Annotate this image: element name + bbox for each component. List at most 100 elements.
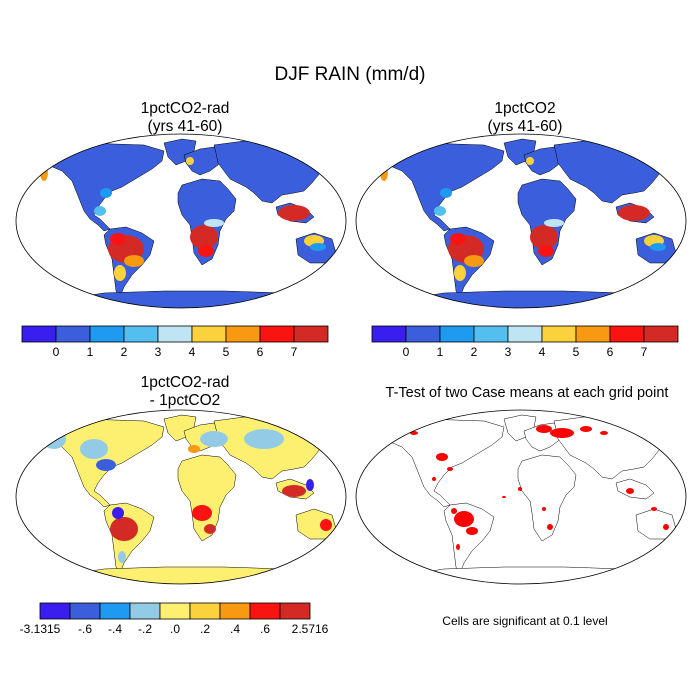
colorbar-swatch (643, 325, 679, 343)
rain-se-us (440, 188, 452, 198)
colorbar-tick-label: 0 (53, 345, 60, 359)
significant-cell (410, 431, 418, 435)
colorbar-swatch (159, 602, 191, 620)
significant-cell (466, 527, 478, 535)
land-europe (183, 146, 225, 176)
colorbar-tick-label: .4 (230, 622, 240, 636)
colorbar-swatch (55, 325, 91, 343)
colorbar-swatch (123, 325, 159, 343)
colorbar-swatch (259, 325, 295, 343)
diff-north-sa (112, 507, 124, 519)
colorbar-swatch (439, 325, 475, 343)
rain-japan (660, 166, 668, 176)
significant-cell (547, 524, 553, 530)
map-frame (15, 133, 347, 309)
colorbar-swatch (371, 325, 407, 343)
rain-south-africa (538, 245, 554, 257)
colorbar-swatch (191, 325, 227, 343)
land-northAmerica (375, 418, 505, 508)
colorbar-swatch (69, 602, 101, 620)
significant-cell (651, 507, 657, 511)
panel-2-title-line1: 1pctCO2 (494, 100, 556, 117)
colorbar-tick-label: .6 (260, 622, 270, 636)
significance-note: Cells are significant at 0.1 level (442, 614, 608, 628)
colorbar-swatch (39, 602, 71, 620)
rain-nw-coast (40, 165, 48, 181)
rain-south-brazil (124, 255, 144, 267)
land-northAmerica (375, 142, 505, 232)
colorbar-tick-label: 1 (87, 345, 94, 359)
rain-amazon-edge (450, 233, 466, 245)
rain-south-brazil (464, 255, 484, 267)
colorbar-tick-label: 4 (189, 345, 196, 359)
rain-maritime (618, 205, 650, 221)
significant-cell (390, 426, 402, 432)
significant-cell (502, 496, 506, 498)
panel-2-title: 1pctCO2 (yrs 41-60) (400, 100, 650, 136)
diff-east-us (96, 459, 116, 471)
colorbar-swatch (507, 325, 543, 343)
rain-australia-mid (310, 243, 326, 251)
rain-west-europe (186, 157, 194, 165)
colorbar-tick-label: 6 (607, 345, 614, 359)
panel-2-title-line2: (yrs 41-60) (487, 118, 563, 135)
map-panel-1pctco2 (354, 133, 688, 309)
colorbar-swatch (279, 602, 311, 620)
significant-cell (550, 428, 574, 438)
colorbar-swatch (225, 325, 261, 343)
panel-1-title-line1: 1pctCO2-rad (140, 100, 230, 117)
significant-cell (432, 477, 436, 481)
colorbar-tick-label: 3 (155, 345, 162, 359)
rain-japan (320, 166, 328, 176)
significant-cell (536, 425, 552, 433)
colorbar-swatch (405, 325, 441, 343)
colorbar-swatch (609, 325, 645, 343)
diff-alaska (42, 429, 66, 449)
colorbar-swatch (219, 602, 251, 620)
rain-australia-mid (650, 243, 666, 251)
panel-3-title-line2: - 1pctCO2 (149, 392, 221, 409)
colorbar-tick-label: 1 (437, 345, 444, 359)
colorbar-tick-label: 7 (291, 345, 298, 359)
diff-eurasia-west (200, 431, 228, 447)
map-frame (355, 133, 687, 309)
significant-cell (454, 511, 474, 527)
colorbar-tick-label: 3 (505, 345, 512, 359)
land-indonesia (615, 478, 655, 500)
colorbar-rain-right: 0 1 2 3 4 5 6 7 (371, 325, 679, 366)
colorbar-tick-label: -.4 (108, 622, 122, 636)
rain-central-america (94, 206, 106, 216)
significant-cell (456, 544, 460, 550)
colorbar-tick-label: 2 (471, 345, 478, 359)
panel-4-title-line1: T-Test of two Case means at each grid po… (385, 385, 669, 401)
panel-1-title-line2: (yrs 41-60) (147, 118, 223, 135)
rain-maritime (278, 205, 310, 221)
diff-amazon (110, 517, 138, 541)
colorbar-swatch (249, 602, 281, 620)
diff-mediterranean (188, 445, 200, 453)
significant-cell (451, 508, 457, 514)
colorbar-tick-label: .2 (200, 622, 210, 636)
colorbar-swatch (21, 325, 57, 343)
significant-cell (447, 467, 453, 471)
colorbar-tick-label: -3.1315 (20, 622, 61, 636)
colorbar-tick-label: 5 (223, 345, 230, 359)
significant-cell (542, 507, 546, 511)
panel-3-title-line1: 1pctCO2-rad (140, 374, 230, 391)
rain-argentina (114, 265, 126, 281)
colorbar-swatch (473, 325, 509, 343)
rain-south-africa (198, 245, 214, 257)
significant-cell (663, 524, 669, 530)
colorbar-swatch (99, 602, 131, 620)
rain-central-america (434, 206, 446, 216)
colorbar-tick-label: 6 (257, 345, 264, 359)
colorbar-swatch (293, 325, 329, 343)
panel-4-title: T-Test of two Case means at each grid po… (352, 384, 700, 402)
colorbar-swatch (157, 325, 193, 343)
land-europe (523, 146, 565, 176)
colorbar-tick-label: -.6 (78, 622, 92, 636)
colorbar-swatch (129, 602, 161, 620)
colorbar-tick-label: 2 (121, 345, 128, 359)
panel-1-title: 1pctCO2-rad (yrs 41-60) (60, 100, 310, 136)
diff-philippines (306, 479, 314, 491)
